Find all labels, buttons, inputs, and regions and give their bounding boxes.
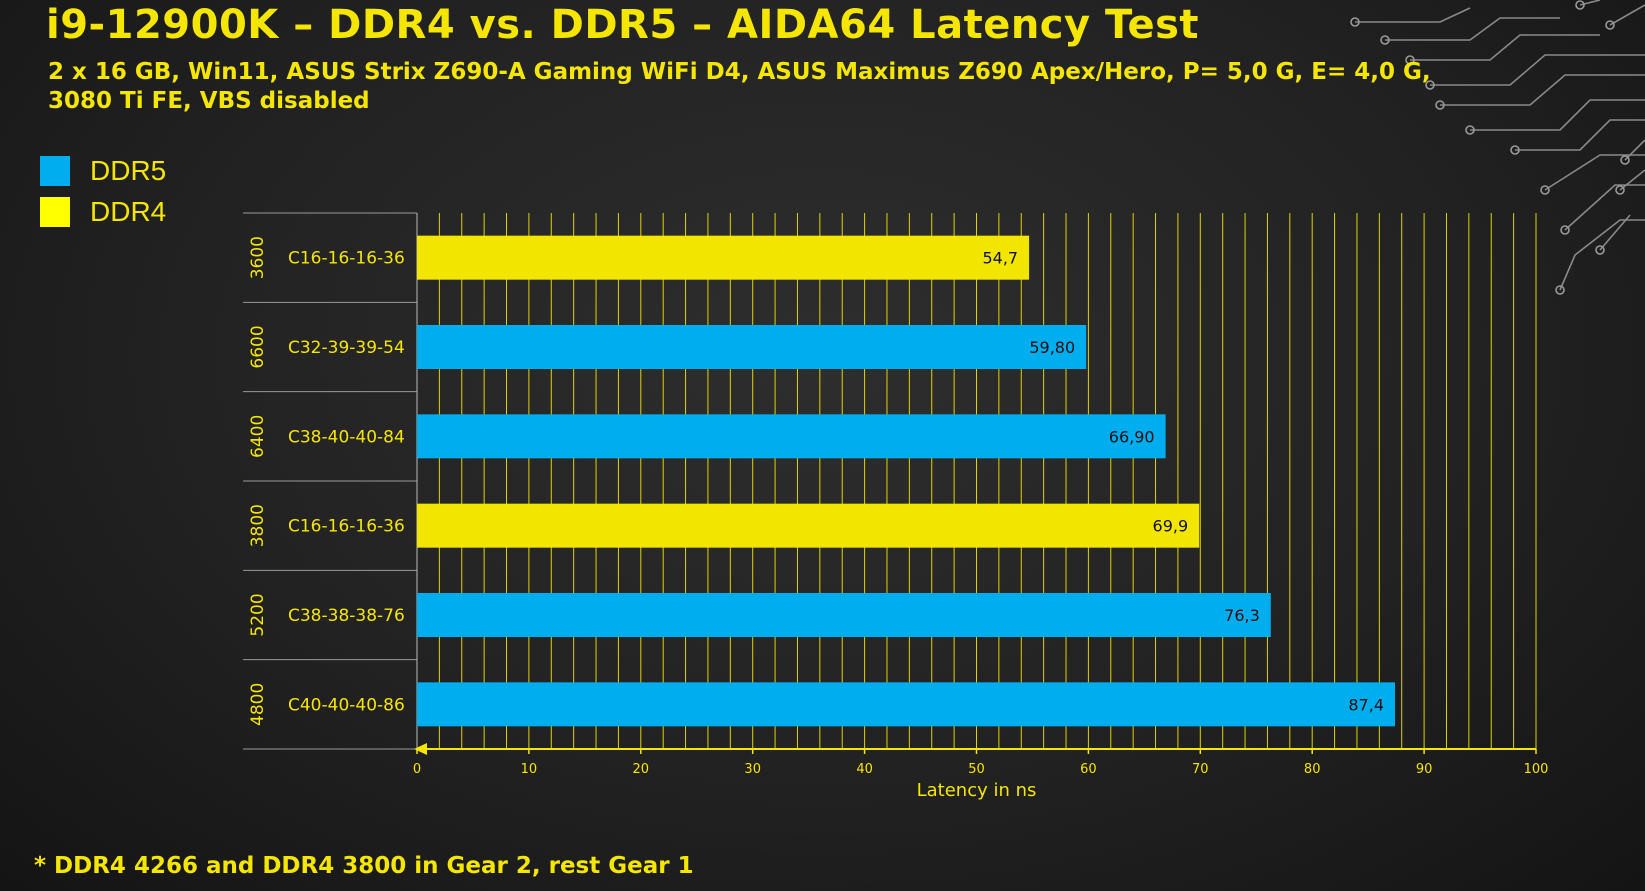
x-tick-label: 50 (968, 762, 985, 777)
bar-value-label: 59,80 (1029, 338, 1075, 357)
x-tick-label: 20 (633, 762, 650, 777)
speed-label: 6400 (248, 415, 268, 458)
circuit-trace (1619, 169, 1645, 191)
bar-ddr4 (417, 235, 1030, 280)
circuit-node (1555, 285, 1565, 295)
bar-ddr4 (417, 503, 1200, 548)
footnote: * DDR4 4266 and DDR4 3800 in Gear 2, res… (34, 853, 694, 879)
circuit-trace (1609, 4, 1645, 26)
x-tick-label: 10 (521, 762, 538, 777)
bar-ddr5 (417, 325, 1087, 369)
timing-label: C38-38-38-76 (288, 606, 405, 626)
bar-ddr5 (417, 414, 1166, 459)
circuit-node (1510, 145, 1520, 155)
x-tick-label: 60 (1080, 762, 1097, 777)
page-title: i9-12900K – DDR4 vs. DDR5 – AIDA64 Laten… (46, 2, 1200, 48)
circuit-trace (1559, 219, 1645, 291)
circuit-trace (1410, 34, 1600, 61)
speed-label: 6600 (248, 325, 268, 368)
bar-value-label: 69,9 (1153, 517, 1189, 536)
x-tick-label: 100 (1524, 762, 1549, 777)
circuit-node (1595, 245, 1605, 255)
legend-label-ddr5: DDR5 (90, 154, 167, 186)
circuit-node (1620, 155, 1630, 165)
circuit-trace (1564, 184, 1645, 231)
legend-swatch-ddr5 (40, 155, 70, 186)
circuit-node (1540, 185, 1550, 195)
bar-value-label: 87,4 (1348, 695, 1384, 714)
speed-label: 4800 (248, 683, 268, 726)
speed-label: 3800 (248, 504, 268, 547)
circuit-node (1425, 80, 1435, 90)
x-tick-label: 90 (1416, 762, 1433, 777)
timing-label: C32-39-39-54 (288, 338, 405, 358)
circuit-node (1615, 185, 1625, 195)
x-tick-label: 70 (1192, 762, 1209, 777)
legend-item-ddr5: DDR5 (40, 150, 166, 191)
bar-value-label: 66,90 (1109, 427, 1155, 446)
x-tick-label: 40 (856, 762, 873, 777)
x-tick-label: 80 (1304, 762, 1321, 777)
timing-label: C16-16-16-36 (288, 249, 405, 269)
circuit-trace (1385, 17, 1560, 41)
circuit-trace (1440, 74, 1645, 106)
circuit-node (1575, 0, 1585, 10)
bar-value-label: 76,3 (1224, 606, 1260, 625)
legend-swatch-ddr4 (40, 196, 70, 227)
legend-label-ddr4: DDR4 (90, 195, 167, 227)
circuit-node (1405, 55, 1415, 65)
circuit-trace (1470, 99, 1645, 131)
x-axis-title: Latency in ns (917, 780, 1037, 801)
circuit-trace (1515, 119, 1645, 151)
circuit-trace (1599, 214, 1631, 251)
bar-value-label: 54,7 (982, 249, 1018, 268)
circuit-node (1605, 20, 1615, 30)
x-tick-label: 30 (744, 762, 761, 777)
legend: DDR5 DDR4 (40, 150, 166, 232)
circuit-node (1560, 225, 1570, 235)
timing-label: C16-16-16-36 (288, 517, 405, 537)
axis-arrow-icon (414, 743, 427, 755)
x-tick-label: 0 (413, 762, 421, 777)
circuit-trace (1355, 7, 1471, 23)
circuit-node (1350, 17, 1360, 27)
circuit-node (1435, 100, 1445, 110)
bar-ddr5 (417, 682, 1396, 727)
bar-ddr5 (417, 593, 1271, 637)
speed-label: 3600 (248, 236, 268, 279)
speed-label: 5200 (248, 593, 268, 636)
circuit-trace (1430, 54, 1645, 86)
timing-label: C38-40-40-84 (288, 427, 405, 447)
circuit-node (1465, 125, 1475, 135)
legend-item-ddr4: DDR4 (40, 191, 166, 232)
subtitle: 2 x 16 GB, Win11, ASUS Strix Z690-A Gami… (48, 59, 1431, 114)
circuit-node (1380, 35, 1390, 45)
timing-label: C40-40-40-86 (288, 695, 405, 715)
